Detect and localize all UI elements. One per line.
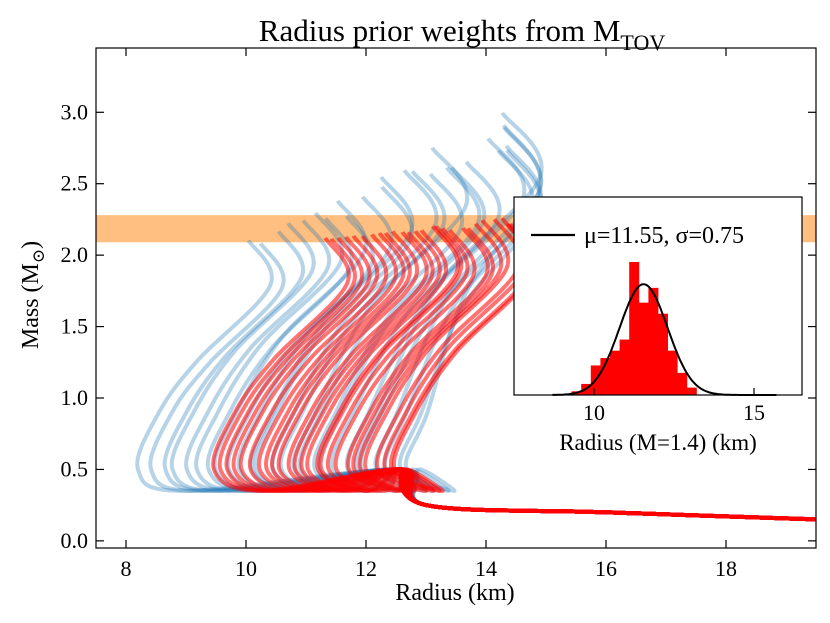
histogram-bar [658, 313, 668, 395]
histogram-bar [619, 339, 630, 395]
histogram-bar [677, 372, 688, 395]
x-tick-label: 10 [235, 556, 257, 581]
chart-title: Radius prior weights from MTOV [259, 13, 666, 55]
x-axis-label: Radius (km) [395, 580, 514, 606]
y-tick-label: 0.5 [61, 456, 89, 481]
x-tick-label: 8 [121, 556, 132, 581]
x-axis-ticks: 8 10 12 14 16 18 [121, 48, 737, 581]
y-tick-label: 0.0 [61, 528, 89, 553]
inset-frame [513, 196, 803, 396]
y-axis-ticks: 0.0 0.5 1.0 1.5 2.0 2.5 3.0 [61, 99, 816, 553]
main-plot-frame [95, 47, 817, 549]
mr-curve [391, 222, 816, 522]
x-tick-label: 14 [475, 556, 497, 581]
histogram-bar [600, 358, 611, 395]
y-tick-label: 2.5 [61, 171, 89, 196]
histogram-bar [648, 287, 659, 395]
histogram-bar [638, 302, 649, 395]
inset-x-ticks: 10 15 [583, 388, 765, 425]
x-tick-label: 16 [595, 556, 617, 581]
y-axis-label: Mass (M⊙) [18, 241, 48, 349]
y-tick-label: 3.0 [61, 99, 89, 124]
histogram-bar [686, 387, 697, 395]
inset-panel: 10 15 μ=11.55, σ=0.75 Radius (M=1.4) (km) [513, 196, 803, 455]
inset-x-axis-label: Radius (M=1.4) (km) [559, 430, 757, 455]
y-tick-label: 1.5 [61, 314, 89, 339]
inset-x-tick-label: 10 [583, 400, 605, 425]
histogram-bar [667, 350, 678, 395]
x-tick-label: 12 [355, 556, 377, 581]
inset-legend-label: μ=11.55, σ=0.75 [584, 223, 744, 249]
y-tick-label: 1.0 [61, 385, 89, 410]
histogram-bar [610, 350, 620, 395]
inset-x-tick-label: 15 [743, 400, 765, 425]
y-tick-label: 2.0 [61, 242, 89, 267]
histogram-bar [629, 262, 640, 395]
red-mr-curves [211, 216, 816, 522]
main-plot-area [96, 111, 816, 522]
x-tick-label: 18 [715, 556, 737, 581]
